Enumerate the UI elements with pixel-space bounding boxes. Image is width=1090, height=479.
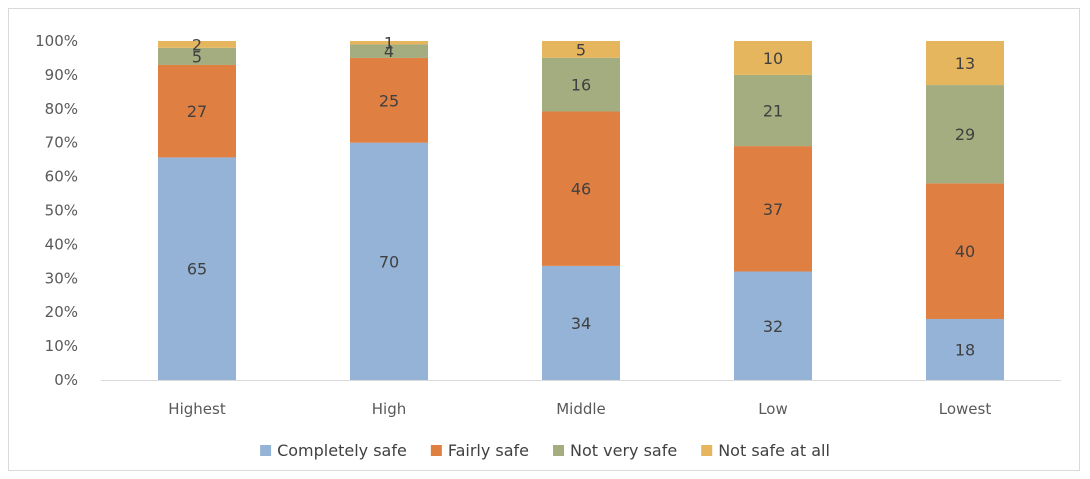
bar-segment (350, 57, 428, 143)
legend-item: Fairly safe (430, 441, 529, 460)
bar-segment (926, 183, 1004, 319)
data-label: 5 (192, 47, 202, 66)
bar-segment (734, 74, 812, 147)
x-tick-label: Low (758, 400, 788, 418)
bar-segment (158, 41, 236, 48)
legend-swatch (553, 445, 565, 456)
data-label: 37 (763, 200, 783, 219)
data-label: 46 (571, 180, 591, 199)
y-tick-label: 20% (45, 303, 78, 321)
bar-segment (542, 265, 620, 380)
data-label: 21 (763, 101, 783, 120)
bar-segment (734, 271, 812, 380)
data-label: 27 (187, 102, 207, 121)
data-label: 10 (763, 49, 783, 68)
stacked-bar-chart: 0% 10% 20% 30% 40% 50% 60% 70% 80% 90% 100% Highest… (35, 32, 1061, 460)
bar-segment (158, 47, 236, 65)
legend-label: Fairly safe (448, 441, 529, 460)
data-label: 25 (379, 91, 399, 110)
y-tick-label: 40% (45, 235, 78, 253)
y-tick-label: 30% (45, 269, 78, 287)
y-tick-label: 70% (45, 134, 78, 152)
y-tick-label: 50% (45, 202, 78, 220)
x-tick-label: Middle (556, 400, 606, 418)
y-tick-label: 60% (45, 168, 78, 186)
bar-segment (350, 41, 428, 45)
data-label: 65 (187, 260, 207, 279)
legend: Completely safe Fairly safe Not very safe N… (260, 441, 830, 460)
legend-label: Not safe at all (718, 441, 830, 460)
legend-item: Not very safe (553, 441, 677, 460)
data-label: 4 (384, 42, 394, 61)
bar-segment (158, 64, 236, 158)
data-label: 40 (955, 242, 975, 261)
bar-segment (926, 318, 1004, 380)
bar-segment (350, 142, 428, 380)
legend-swatch (430, 445, 442, 456)
data-label: 32 (763, 317, 783, 336)
x-tick-label: Lowest (939, 400, 992, 418)
bar-segment (734, 146, 812, 272)
bar-segment (542, 111, 620, 266)
data-label: 29 (955, 125, 975, 144)
bar-segment (542, 41, 620, 58)
x-tick-label: High (372, 400, 406, 418)
bars (158, 41, 1004, 380)
data-label: 13 (955, 54, 975, 73)
x-tick-label: Highest (168, 400, 226, 418)
legend-item: Not safe at all (701, 441, 830, 460)
data-label: 34 (571, 314, 591, 333)
bar-segment (926, 85, 1004, 184)
bar-segment (734, 41, 812, 75)
legend-label: Completely safe (277, 441, 407, 460)
data-label: 2 (192, 35, 202, 54)
data-label: 18 (955, 340, 975, 359)
y-tick-label: 100% (35, 32, 78, 50)
bar-segment (350, 44, 428, 58)
axes: 0% 10% 20% 30% 40% 50% 60% 70% 80% 90% 100% Highest… (35, 32, 1061, 418)
bar-segment (158, 157, 236, 380)
y-tick-label: 10% (45, 337, 78, 355)
data-label: 70 (379, 252, 399, 271)
legend-swatch (260, 445, 272, 456)
chart-frame: 0% 10% 20% 30% 40% 50% 60% 70% 80% 90% 100% Highest… (8, 8, 1080, 471)
data-label: 16 (571, 76, 591, 95)
y-tick-label: 0% (54, 371, 78, 389)
legend-swatch (701, 445, 713, 456)
y-tick-label: 80% (45, 100, 78, 118)
bar-segment (542, 57, 620, 112)
legend-item: Completely safe (260, 441, 407, 460)
bar-segment (926, 41, 1004, 86)
legend-label: Not very safe (570, 441, 677, 460)
data-label: 5 (576, 40, 586, 59)
data-label: 1 (384, 34, 394, 53)
y-tick-label: 90% (45, 66, 78, 84)
